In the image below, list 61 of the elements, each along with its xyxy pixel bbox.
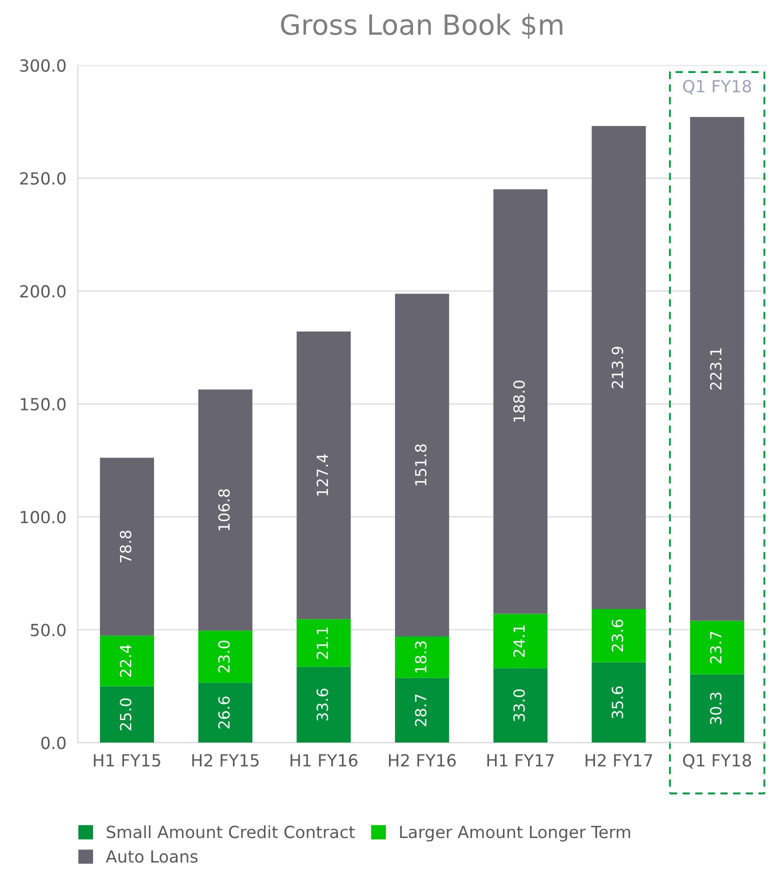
bar: [198, 390, 252, 631]
bar: [296, 619, 351, 667]
bar: [296, 666, 351, 743]
bar: [592, 608, 646, 662]
bar: [395, 636, 450, 678]
legend-label: Larger Amount Longer Term: [400, 826, 630, 842]
legend-label: Small Amount Credit Contract: [106, 825, 355, 838]
data-label: 127.4: [316, 454, 328, 496]
data-label: 28.7: [414, 694, 426, 726]
data-label: 78.8: [120, 530, 132, 562]
data-label: 23.6: [612, 620, 624, 652]
y-tick-label: 150.0: [20, 398, 66, 411]
bar: [100, 458, 154, 636]
bar: [395, 294, 450, 637]
data-label: 24.1: [513, 625, 525, 657]
data-label: 213.9: [612, 346, 624, 388]
y-tick-label: 0.0: [41, 736, 66, 750]
bar: [493, 668, 548, 743]
y-tick-label: 200.0: [20, 285, 66, 298]
data-label: 106.8: [218, 489, 230, 530]
data-label: 33.6: [316, 688, 328, 721]
y-tick-label: 300.0: [20, 59, 66, 72]
bar: [493, 614, 548, 668]
y-tick-label: 250.0: [20, 172, 66, 185]
data-label: 22.4: [120, 644, 132, 677]
bar: [690, 620, 744, 674]
bar: [198, 682, 252, 743]
bar: [198, 630, 252, 683]
bar: [100, 686, 154, 743]
data-label: 223.1: [710, 348, 722, 390]
legend-label: Auto Loans: [106, 850, 198, 863]
data-label: 26.6: [218, 696, 230, 729]
data-label: 30.3: [710, 692, 722, 724]
data-label: 18.3: [414, 641, 426, 673]
bar: [592, 126, 646, 609]
bar: [296, 331, 351, 620]
bar: [395, 678, 450, 743]
data-label: 25.0: [120, 698, 132, 730]
data-label: 23.0: [218, 640, 230, 673]
x-tick-label: H1 FY17: [487, 754, 554, 766]
data-label: 35.6: [612, 686, 624, 718]
bar: [690, 674, 744, 743]
data-label: 151.8: [414, 444, 426, 486]
data-label: 188.0: [513, 380, 525, 422]
data-label: 23.7: [710, 632, 722, 664]
x-tick-label: H2 FY17: [586, 754, 652, 766]
y-tick-label: 100.0: [20, 510, 66, 524]
bar: [100, 636, 154, 686]
bar: [493, 189, 548, 614]
annotation: Q1 FY18: [683, 80, 752, 94]
x-tick-label: H2 FY15: [192, 754, 259, 767]
x-tick-label: H1 FY16: [290, 754, 358, 767]
bar: [690, 116, 744, 621]
x-tick-label: Q1 FY18: [683, 754, 752, 769]
x-tick-label: H1 FY15: [94, 754, 160, 767]
data-label: 21.1: [316, 627, 328, 659]
chart-title: Gross Loan Book $m: [281, 14, 562, 39]
y-tick-label: 50.0: [30, 624, 66, 636]
x-tick-label: H2 FY16: [388, 754, 456, 767]
data-label: 33.0: [513, 689, 525, 722]
bar: [592, 662, 646, 743]
